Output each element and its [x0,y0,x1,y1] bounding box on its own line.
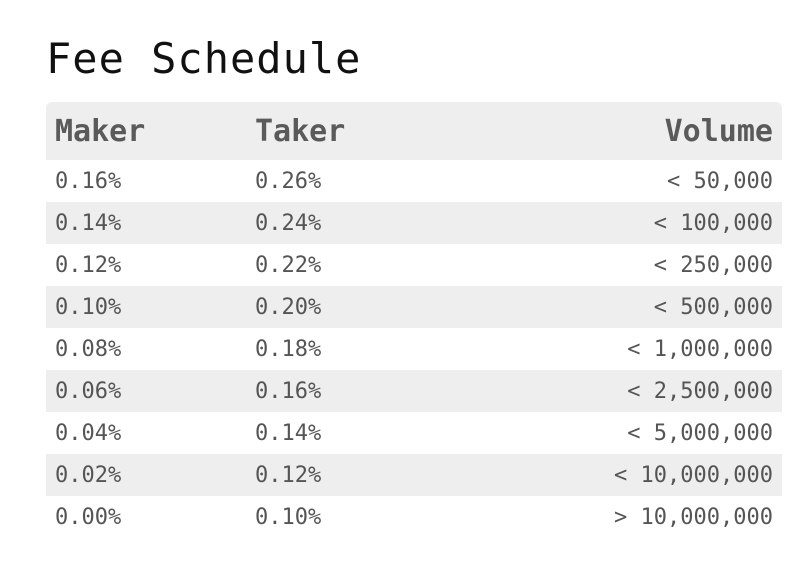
volume-cell: < 50,000 [667,168,773,194]
table-body: 0.16% 0.26% < 50,000 0.14% 0.24% < 100,0… [46,160,782,538]
taker-fee-cell: 0.10% [255,504,322,530]
taker-fee-cell: 0.16% [246,370,446,412]
maker-fee-cell: 0.16% [55,168,122,194]
table-row: 0.04% 0.14% < 5,000,000 [46,412,782,454]
table-row: 0.06% 0.16% < 2,500,000 [46,370,782,412]
volume-cell: < 100,000 [446,202,782,244]
table-row: 0.16% 0.26% < 50,000 [46,160,782,202]
table-row: 0.10% 0.20% < 500,000 [46,286,782,328]
maker-fee-cell: 0.02% [46,454,246,496]
volume-cell: < 1,000,000 [627,336,773,362]
table-row: 0.02% 0.12% < 10,000,000 [46,454,782,496]
volume-cell: > 10,000,000 [614,504,773,530]
taker-fee-cell: 0.14% [255,420,322,446]
maker-fee-cell: 0.00% [55,504,122,530]
table-row: 0.14% 0.24% < 100,000 [46,202,782,244]
maker-fee-cell: 0.10% [46,286,246,328]
maker-fee-cell: 0.04% [55,420,122,446]
taker-fee-cell: 0.26% [255,168,322,194]
fee-schedule-table: Maker Taker Volume 0.16% 0.26% < 50,000 … [46,102,782,538]
table-header: Maker Taker Volume [46,102,782,160]
volume-cell: < 10,000,000 [446,454,782,496]
header-maker: Maker [46,102,246,160]
taker-fee-cell: 0.12% [246,454,446,496]
header-volume: Volume [446,102,782,160]
header-taker: Taker [246,102,446,160]
volume-cell: < 2,500,000 [446,370,782,412]
table-row: 0.12% 0.22% < 250,000 [46,244,782,286]
taker-fee-cell: 0.20% [246,286,446,328]
table-row: 0.00% 0.10% > 10,000,000 [46,496,782,538]
page-title: Fee Schedule [46,34,362,83]
maker-fee-cell: 0.08% [55,336,122,362]
taker-fee-cell: 0.22% [255,252,322,278]
volume-cell: < 250,000 [653,252,773,278]
taker-fee-cell: 0.24% [246,202,446,244]
volume-cell: < 5,000,000 [627,420,773,446]
maker-fee-cell: 0.12% [55,252,122,278]
header-row: Maker Taker Volume [46,102,782,160]
volume-cell: < 500,000 [446,286,782,328]
table-row: 0.08% 0.18% < 1,000,000 [46,328,782,370]
taker-fee-cell: 0.18% [255,336,322,362]
maker-fee-cell: 0.14% [46,202,246,244]
maker-fee-cell: 0.06% [46,370,246,412]
